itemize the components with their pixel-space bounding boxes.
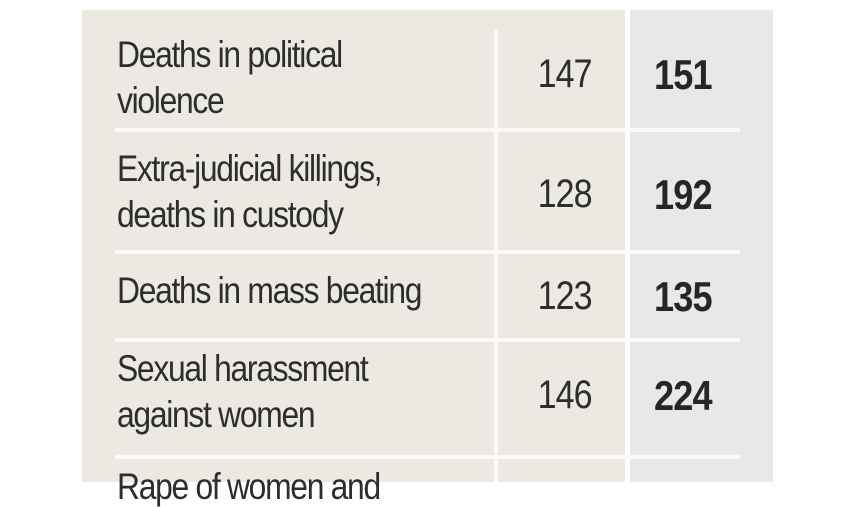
row-divider: [115, 338, 740, 342]
current-year-value: 135: [654, 273, 713, 320]
row-label-line: deaths in custody: [117, 194, 344, 235]
current-year-value: 224: [654, 372, 713, 419]
previous-year-value: 147: [537, 52, 593, 96]
row-label-line: Extra-judicial killings,: [117, 148, 383, 189]
table-panel-right-highlight: [630, 10, 773, 482]
current-year-value: 151: [654, 51, 713, 98]
row-label-line: Deaths in mass beating: [117, 270, 422, 311]
row-label-line: Rape of women and: [117, 466, 381, 507]
row-label-line: against women: [117, 394, 316, 435]
row-divider: [115, 128, 740, 132]
previous-year-value: 146: [537, 373, 593, 417]
row-divider: [115, 250, 740, 254]
row-label-line: violence: [117, 80, 225, 121]
previous-year-value: 128: [537, 172, 593, 216]
current-year-value: 192: [654, 171, 713, 218]
previous-year-value: 123: [537, 274, 593, 318]
row-label-line: Deaths in political: [117, 34, 343, 75]
row-label-line: Sexual harassment: [117, 348, 369, 389]
table-panel-left: [82, 10, 625, 482]
row-divider: [115, 455, 740, 459]
column-divider: [494, 30, 498, 482]
